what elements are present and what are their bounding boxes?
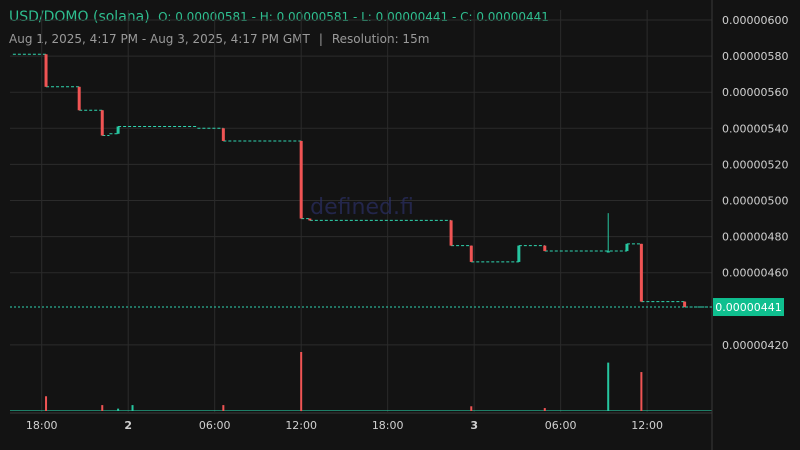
candle-body (221, 128, 225, 141)
last-price-label: 0.00000441 (715, 301, 781, 314)
y-tick-label: 0.00000520 (722, 158, 788, 171)
candle-body (299, 140, 303, 219)
candle-body (543, 245, 547, 252)
x-tick-label: 12:00 (631, 419, 663, 432)
y-tick-label: 0.00000480 (722, 231, 788, 244)
x-tick-label: 18:00 (372, 419, 404, 432)
axes: 0.00000420 0.00000460 0.00000480 0.00000500… (10, 0, 788, 450)
last-price-badge (713, 298, 784, 317)
volume-bar (101, 405, 104, 411)
y-tick-label: 0.00000500 (722, 195, 788, 208)
volume-bar (45, 396, 48, 411)
x-tick-label: 2 (124, 419, 132, 432)
grid (10, 10, 712, 412)
volume-bar (607, 362, 610, 411)
volume-bar (222, 405, 225, 411)
y-tick-label: 0.00000420 (722, 339, 788, 352)
x-tick-label: 18:00 (26, 419, 58, 432)
candle-body (308, 218, 312, 221)
candle-body (683, 301, 687, 308)
candle-body (44, 54, 48, 87)
y-tick-label: 0.00000580 (722, 50, 788, 63)
candle-body (77, 86, 81, 111)
candle-body (116, 126, 120, 134)
candle-body (625, 243, 629, 252)
x-tick-label: 3 (470, 419, 478, 432)
volume-bar (117, 408, 120, 411)
candle-body (100, 110, 104, 136)
x-tick-label: 12:00 (285, 419, 317, 432)
y-tick-label: 0.00000540 (722, 122, 788, 135)
x-tick-label: 06:00 (545, 419, 577, 432)
volume-bar (131, 405, 134, 411)
volume-bars (10, 352, 712, 411)
resolution-label: Resolution: 15m (331, 32, 430, 46)
candle-body (517, 245, 521, 262)
candles (44, 54, 687, 308)
volume-bar (640, 372, 643, 411)
x-tick-label: 06:00 (199, 419, 231, 432)
candle-body (639, 243, 643, 302)
chart-subtitle-bar: Aug 1, 2025, 4:17 PM - Aug 3, 2025, 4:17… (9, 32, 429, 46)
y-tick-label: 0.00000460 (722, 267, 788, 280)
time-range: Aug 1, 2025, 4:17 PM - Aug 3, 2025, 4:17… (9, 32, 310, 46)
volume-bar (300, 352, 303, 411)
volume-bar (470, 406, 473, 411)
volume-bar (543, 408, 546, 411)
last-price-marker: 0.00000441 (10, 298, 784, 317)
separator: | (318, 32, 323, 46)
pair-name: USD/DOMO (solana) (9, 9, 150, 25)
watermark: defined.fi (310, 195, 414, 220)
y-tick-label: 0.00000560 (722, 86, 788, 99)
candle-body (469, 245, 473, 262)
candle-body (449, 220, 453, 246)
candle-body (606, 251, 610, 253)
y-tick-label: 0.00000600 (722, 14, 788, 27)
